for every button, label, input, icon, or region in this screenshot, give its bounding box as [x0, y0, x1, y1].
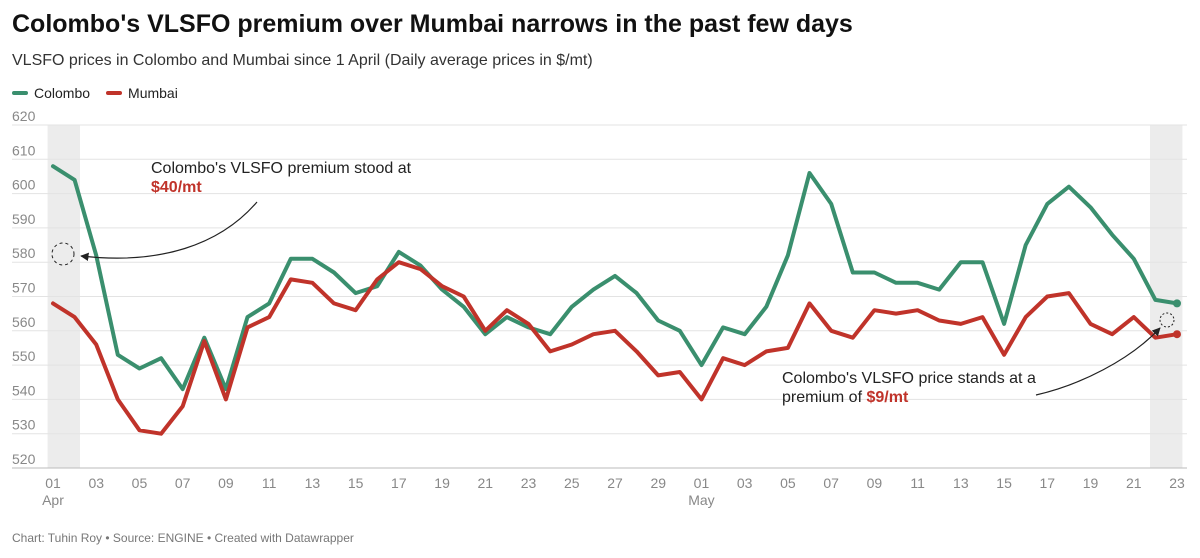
x-tick-label-12: 25 [564, 475, 580, 491]
x-tick-label-6: 13 [305, 475, 321, 491]
legend-item-colombo: Colombo [12, 85, 90, 101]
x-tick-label-16: 03 [737, 475, 753, 491]
x-tick-label-20: 11 [910, 475, 925, 491]
annotation-premium-now-line2: premium of $9/mt [782, 388, 1036, 407]
y-tick-label-560: 560 [12, 314, 36, 330]
annotation-premium-now-line1: Colombo's VLSFO price stands at a [782, 370, 1036, 387]
y-tick-label-600: 600 [12, 177, 36, 193]
legend-swatch-mumbai [106, 91, 123, 95]
annotation-arrow-end [1035, 327, 1161, 396]
x-tick-label-13: 27 [607, 475, 623, 491]
annotation-premium-past-text: Colombo's VLSFO premium stood at [151, 160, 412, 177]
annotation-marker-start [51, 242, 75, 266]
y-tick-label-610: 610 [12, 142, 36, 158]
chart-legend: Colombo Mumbai [12, 85, 178, 101]
annotation-marker-end [1159, 312, 1175, 328]
y-tick-label-550: 550 [12, 348, 36, 364]
annotation-premium-now-value: $9/mt [866, 389, 909, 406]
x-tick-label-18: 07 [823, 475, 839, 491]
x-tick-label-0: 01 [45, 475, 61, 491]
x-tick-label-17: 05 [780, 475, 796, 491]
x-tick-label-9: 19 [434, 475, 450, 491]
x-tick-label-11: 23 [521, 475, 537, 491]
y-tick-label-520: 520 [12, 451, 36, 467]
legend-item-mumbai: Mumbai [106, 85, 178, 101]
x-tick-label-23: 17 [1040, 475, 1056, 491]
annotation-premium-past: Colombo's VLSFO premium stood at $40/mt [151, 159, 411, 197]
x-tick-label-26: 23 [1169, 475, 1185, 491]
series-line-colombo [51, 164, 1179, 392]
y-tick-label-570: 570 [12, 280, 36, 296]
y-tick-label-540: 540 [12, 382, 36, 398]
x-tick-label-7: 15 [348, 475, 364, 491]
series-endpoint-mumbai [1173, 330, 1181, 339]
x-tick-label-14: 29 [650, 475, 666, 491]
x-tick-label-5: 11 [262, 475, 277, 491]
x-tick-label-15: 01 [694, 475, 710, 491]
annotation-arrow-start [80, 201, 258, 262]
legend-label-mumbai: Mumbai [128, 85, 178, 101]
series-line-mumbai [51, 260, 1179, 436]
x-tick-label-8: 17 [391, 475, 407, 491]
chart-footer-credit: Chart: Tuhin Roy • Source: ENGINE • Crea… [12, 531, 354, 545]
x-tick-sublabel-0: Apr [42, 492, 64, 508]
x-tick-sublabel-15: May [688, 492, 714, 508]
y-tick-label-530: 530 [12, 417, 36, 433]
x-tick-label-25: 21 [1126, 475, 1142, 491]
x-tick-label-19: 09 [867, 475, 883, 491]
chart-subtitle: VLSFO prices in Colombo and Mumbai since… [12, 52, 593, 69]
x-tick-label-21: 13 [953, 475, 969, 491]
x-tick-label-10: 21 [478, 475, 494, 491]
x-tick-label-4: 09 [218, 475, 234, 491]
series-endpoint-colombo [1173, 299, 1181, 308]
y-tick-label-620: 620 [12, 108, 36, 124]
annotation-premium-now-prefix: premium of [782, 389, 867, 406]
legend-label-colombo: Colombo [34, 85, 91, 101]
annotation-premium-past-value: $40/mt [151, 179, 202, 196]
chart-title: Colombo's VLSFO premium over Mumbai narr… [12, 10, 853, 38]
annotation-premium-now: Colombo's VLSFO price stands at a premiu… [782, 369, 1036, 407]
x-tick-label-1: 03 [88, 475, 104, 491]
x-tick-label-3: 07 [175, 475, 191, 491]
x-tick-label-2: 05 [132, 475, 148, 491]
y-tick-label-590: 590 [12, 211, 36, 227]
y-tick-label-580: 580 [12, 245, 36, 261]
legend-swatch-colombo [12, 91, 28, 95]
x-tick-label-22: 15 [996, 475, 1012, 491]
x-tick-label-24: 19 [1083, 475, 1099, 491]
